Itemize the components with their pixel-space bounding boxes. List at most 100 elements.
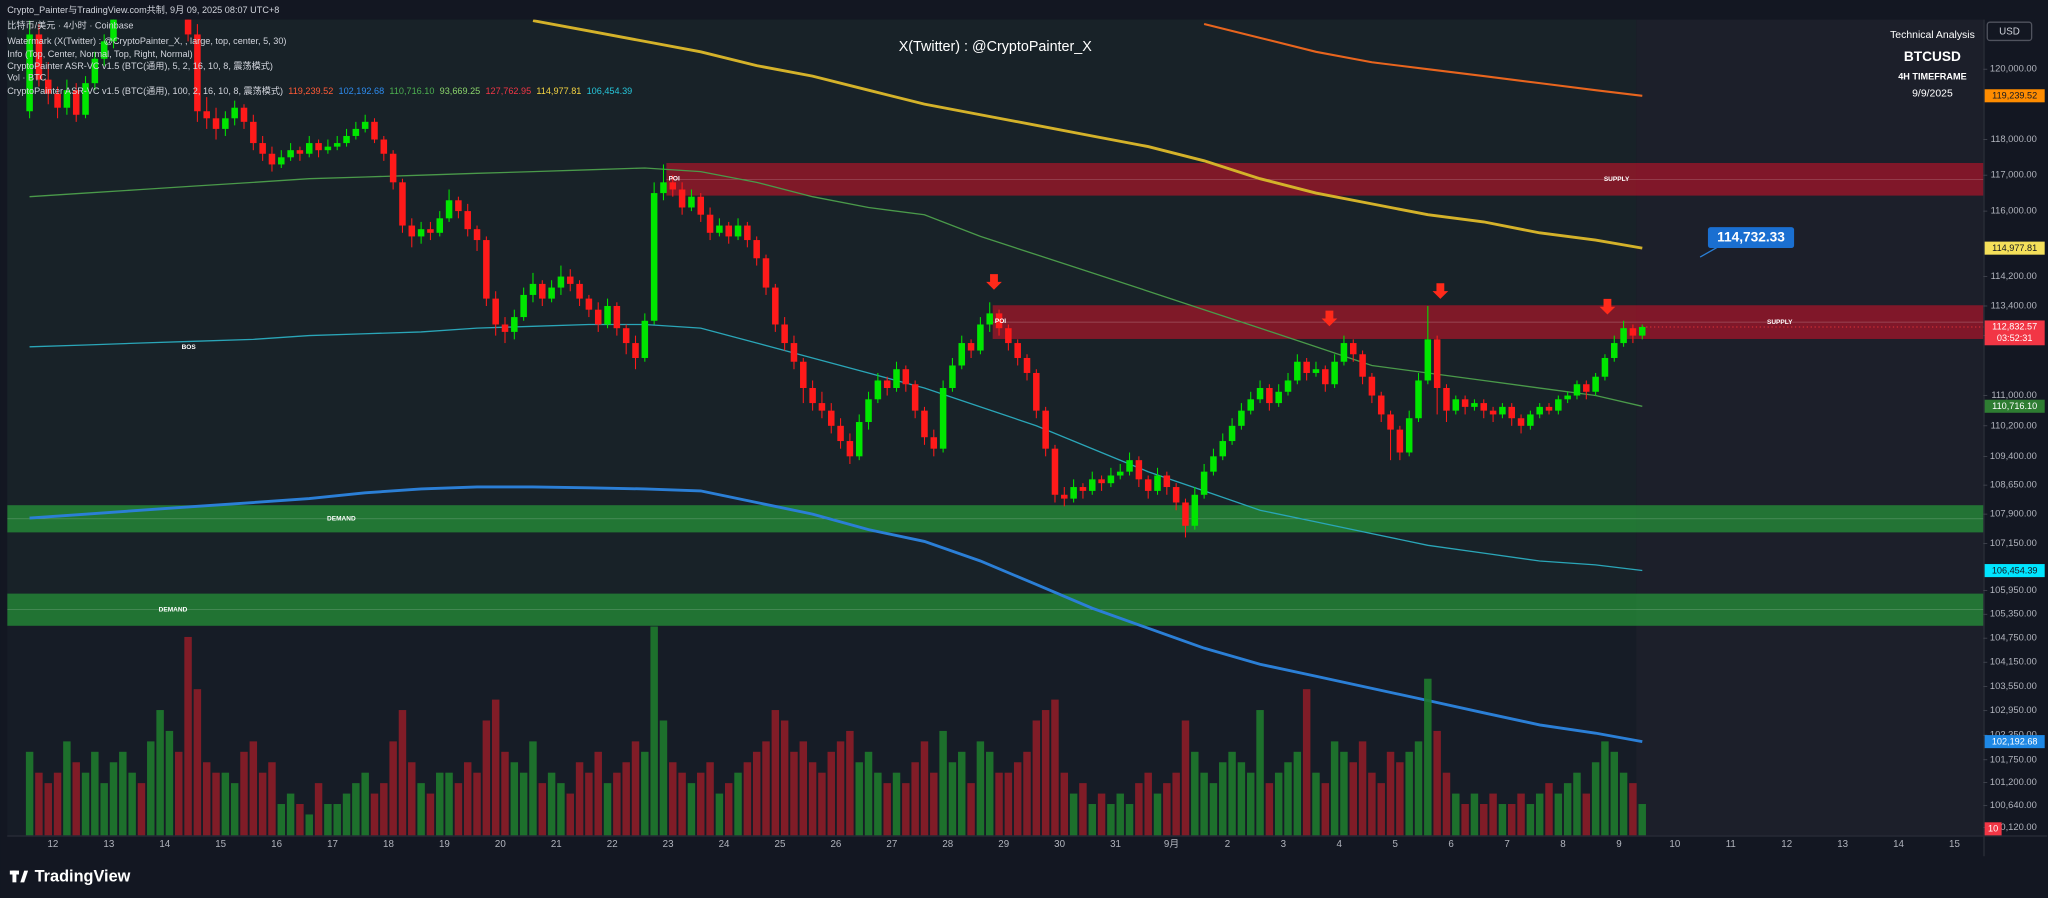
candle-body: [520, 294, 527, 318]
candle-body: [762, 258, 770, 288]
legend-line: Watermark (X(Twitter) : @CryptoPainter_X…: [7, 36, 286, 46]
volume-bar: [258, 772, 267, 836]
candle-body: [1256, 388, 1264, 400]
candle-body: [203, 111, 210, 119]
x-tick-label: 18: [383, 839, 394, 850]
volume-bar: [156, 710, 164, 836]
candles: [26, 19, 1646, 538]
candle-body: [361, 121, 369, 129]
volume-bar: [1517, 793, 1525, 836]
volume-bar: [1330, 741, 1339, 836]
candle-body: [1620, 328, 1627, 344]
volume-bar: [1638, 804, 1646, 836]
candle-body: [1070, 487, 1077, 499]
legend-line: Vol · BTC: [7, 73, 46, 83]
y-tick-label: 108,650.00: [1990, 479, 2037, 490]
x-tick-label: 14: [1893, 839, 1904, 850]
callout-label: 114,732.33: [1717, 230, 1785, 245]
legend-line: Crypto_Painter与TradingView.com共制, 9月 09,…: [7, 4, 279, 15]
candle-body: [846, 441, 854, 457]
volume-bar: [827, 751, 835, 836]
y-tick-label: 104,750.00: [1990, 632, 2037, 643]
volume-bar: [529, 741, 537, 836]
volume-bar: [752, 751, 761, 836]
volume-bar: [1489, 793, 1497, 836]
volume-bar: [305, 814, 313, 836]
currency-box[interactable]: [1986, 21, 2033, 42]
y-tick-label: 101,750.00: [1990, 753, 2037, 764]
y-tick-label: 105,950.00: [1990, 584, 2037, 595]
price-label-box: [1984, 735, 2045, 749]
volume-bar: [734, 772, 742, 836]
candle-body: [268, 153, 276, 165]
x-tick-label: 5: [1392, 839, 1398, 850]
candle-body: [1508, 406, 1515, 419]
volume-bar: [426, 793, 435, 836]
volume-bar: [81, 772, 90, 836]
volume-bar: [771, 710, 780, 836]
watermark: X(Twitter) : @CryptoPainter_X: [899, 39, 1093, 55]
volume-bar: [1535, 793, 1544, 836]
price-label-box: [1984, 399, 2045, 413]
candle-body: [1489, 410, 1497, 415]
volume-bar: [958, 751, 966, 836]
volume-bar: [128, 772, 136, 836]
candle-body: [529, 283, 537, 295]
volume-bar: [1274, 772, 1283, 836]
candle-body: [72, 90, 80, 115]
x-tick-label: 9月: [1164, 838, 1179, 850]
volume-bar: [985, 751, 994, 836]
callout-box: [1707, 227, 1795, 248]
volume-bar: [1125, 804, 1134, 836]
volume-bar: [1088, 804, 1096, 836]
y-tick-label: 102,350.00: [1990, 729, 2037, 740]
y-tick-label: 116,000.00: [1991, 205, 2037, 216]
volume-bar: [650, 626, 658, 836]
x-tick-label: 12: [47, 839, 58, 850]
legend-line: CryptoPainter ASR-VC v1.5 (BTC(通用), 100,…: [7, 85, 283, 96]
volume-bar: [473, 772, 481, 836]
candle-body: [194, 34, 201, 112]
volume-bar: [1470, 793, 1479, 836]
volume-bar: [1349, 762, 1357, 836]
volume-bar: [408, 762, 416, 836]
volume-bar: [72, 762, 80, 836]
candle-body: [1377, 395, 1385, 415]
volume-bar: [1256, 710, 1264, 836]
x-tick-label: 25: [775, 839, 786, 850]
volume-label: 10: [1988, 824, 1998, 834]
volume-bar: [836, 741, 845, 836]
candle-body: [986, 313, 993, 325]
candle-body: [1303, 361, 1310, 373]
volume-bar: [1107, 804, 1115, 836]
price-label-box: [1984, 564, 2045, 578]
pane-future: [1636, 19, 1984, 836]
candle-body: [250, 121, 257, 144]
indicator-value: 127,762.95: [485, 86, 531, 96]
volume-bar: [743, 762, 752, 836]
volume-bar: [976, 741, 985, 836]
candle-body: [1294, 361, 1301, 381]
candle-body: [1517, 418, 1525, 426]
volume-bar: [622, 762, 630, 836]
volume-bar: [1629, 783, 1637, 836]
candle-body: [585, 298, 593, 310]
candle-body: [1135, 460, 1143, 480]
currency[interactable]: USD: [1999, 27, 2020, 38]
candle-body: [781, 324, 788, 344]
volume-bar: [147, 741, 155, 836]
volume-bar: [1097, 793, 1106, 836]
volume-bar: [1069, 793, 1078, 836]
candle-body: [380, 139, 388, 154]
volume-bar: [1163, 783, 1171, 836]
volume-bar: [380, 783, 388, 836]
volume-bar: [221, 772, 230, 836]
indicator-value: 114,977.81: [536, 86, 581, 96]
y-tick-label: 109,400.00: [1990, 450, 2037, 461]
volume-bar: [724, 783, 733, 836]
zone: [666, 163, 1984, 196]
indicator-value: 106,454.39: [587, 86, 633, 96]
candle-body: [660, 182, 667, 194]
volume-bar: [631, 741, 640, 836]
